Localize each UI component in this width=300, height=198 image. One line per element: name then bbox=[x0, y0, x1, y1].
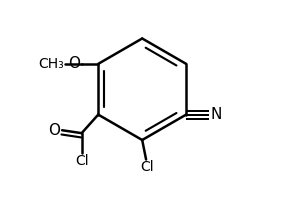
Text: Cl: Cl bbox=[75, 154, 88, 168]
Text: Cl: Cl bbox=[140, 161, 154, 174]
Text: CH₃: CH₃ bbox=[38, 57, 64, 71]
Text: O: O bbox=[49, 123, 61, 138]
Text: N: N bbox=[211, 107, 222, 122]
Text: O: O bbox=[68, 56, 80, 71]
